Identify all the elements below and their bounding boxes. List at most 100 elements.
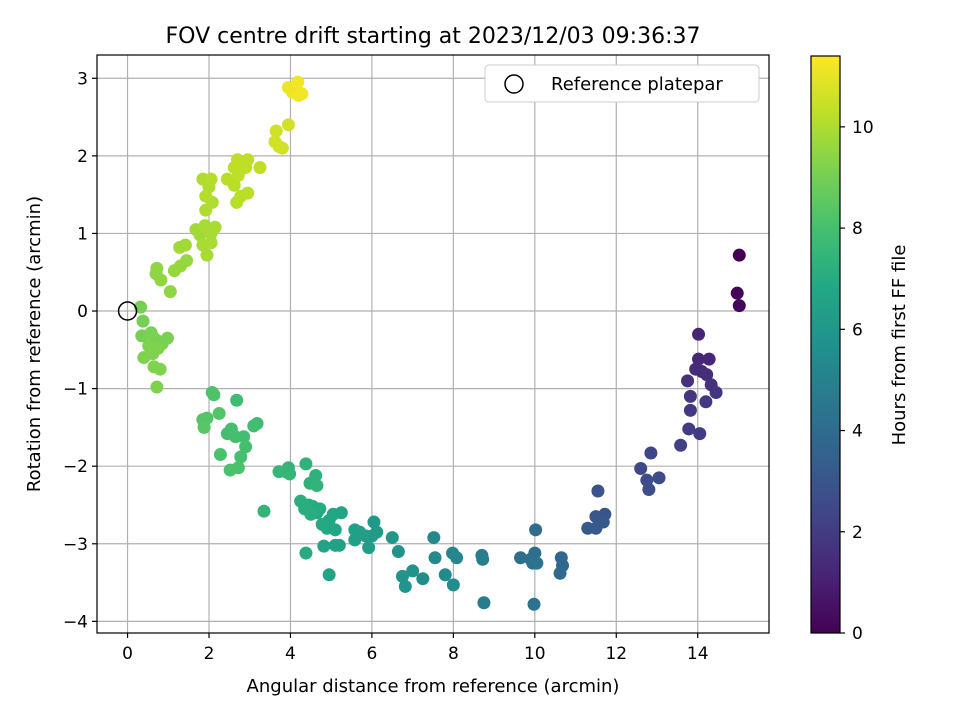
data-point [683,403,697,417]
y-tick-label: 1 [77,224,88,244]
data-point [253,160,267,174]
x-tick-label: 10 [524,644,546,664]
data-point [200,248,214,262]
data-point [150,380,164,394]
data-point [275,141,289,155]
data-point [137,351,151,365]
data-point [234,450,248,464]
colorbar-gradient [810,55,841,634]
data-point [239,440,253,454]
data-point [208,220,222,234]
data-point [528,546,542,560]
x-tick-label: 8 [448,644,459,664]
y-tick-label: 3 [77,69,88,89]
data-point [681,374,695,388]
data-point [367,515,381,529]
colorbar-label: Hours from first FF file [889,245,910,446]
data-point [241,186,255,200]
data-point [446,578,460,592]
y-tick-label: 2 [77,147,88,167]
data-point [154,273,168,287]
data-point [391,545,405,559]
data-point [406,564,420,578]
data-point [362,541,376,555]
data-points [134,75,746,611]
grid [97,55,769,633]
data-point [197,420,211,434]
plot-frame [96,54,770,634]
colorbar: 0 2 4 6 8 10 Hours from first FF file [810,55,910,644]
data-point [709,385,723,399]
data-point [530,556,544,570]
data-point [700,368,714,382]
data-point [136,314,150,328]
data-point [207,388,221,402]
data-point [247,419,261,433]
data-point [204,236,218,250]
data-point [644,446,658,460]
y-tick-label: −1 [63,380,88,400]
data-point [304,507,318,521]
data-point [322,568,336,582]
colorbar-tick-label: 6 [852,320,863,340]
colorbar-tick-label: 2 [852,523,863,543]
data-point [642,482,656,496]
x-axis-ticks: 0 2 4 6 8 10 12 14 [122,633,709,664]
legend-box [484,64,760,103]
data-point [683,389,697,403]
y-tick-label: 0 [77,302,88,322]
data-point [310,479,324,493]
data-point [348,523,362,537]
data-point [591,484,605,498]
data-point [527,597,541,611]
data-point [699,395,713,409]
y-axis-ticks: −4 −3 −2 −1 0 1 2 3 [63,69,97,632]
chart-title: FOV centre drift starting at 2023/12/03 … [166,24,701,49]
data-point [299,546,313,560]
data-point [692,327,706,341]
colorbar-ticks: 0 2 4 6 8 10 [840,118,874,644]
x-tick-label: 4 [285,644,296,664]
data-point [682,422,696,436]
legend: Reference platepar [484,64,760,103]
data-point [328,523,342,537]
data-point [529,523,543,537]
data-point [230,195,244,209]
data-point [732,299,746,313]
legend-label: Reference platepar [551,74,723,95]
x-tick-label: 2 [204,644,215,664]
data-point [514,551,528,565]
data-point [269,124,283,138]
data-point [693,427,707,441]
data-point [220,427,234,441]
data-point [652,471,666,485]
data-point [299,457,313,471]
data-point [674,438,688,452]
data-point [213,448,227,462]
y-axis-label: Rotation from reference (arcmin) [24,196,45,492]
reference-platepar-marker [117,301,138,321]
data-point [163,285,177,299]
data-point [180,254,194,268]
data-point [477,596,491,610]
data-point [204,172,218,186]
data-point [427,531,441,545]
data-point [553,566,567,580]
data-point [283,467,297,481]
data-point [730,286,744,300]
data-point [212,406,226,420]
y-tick-label: −4 [63,612,88,632]
data-point [416,572,430,586]
legend-marker-icon [504,74,524,94]
colorbar-tick-label: 4 [852,422,863,442]
data-point [702,352,716,366]
y-tick-label: −3 [63,535,88,555]
data-point [295,87,309,101]
data-point [199,189,213,203]
x-tick-label: 14 [687,644,709,664]
data-point [315,517,329,531]
colorbar-tick-label: 10 [852,118,874,138]
x-tick-label: 12 [605,644,627,664]
